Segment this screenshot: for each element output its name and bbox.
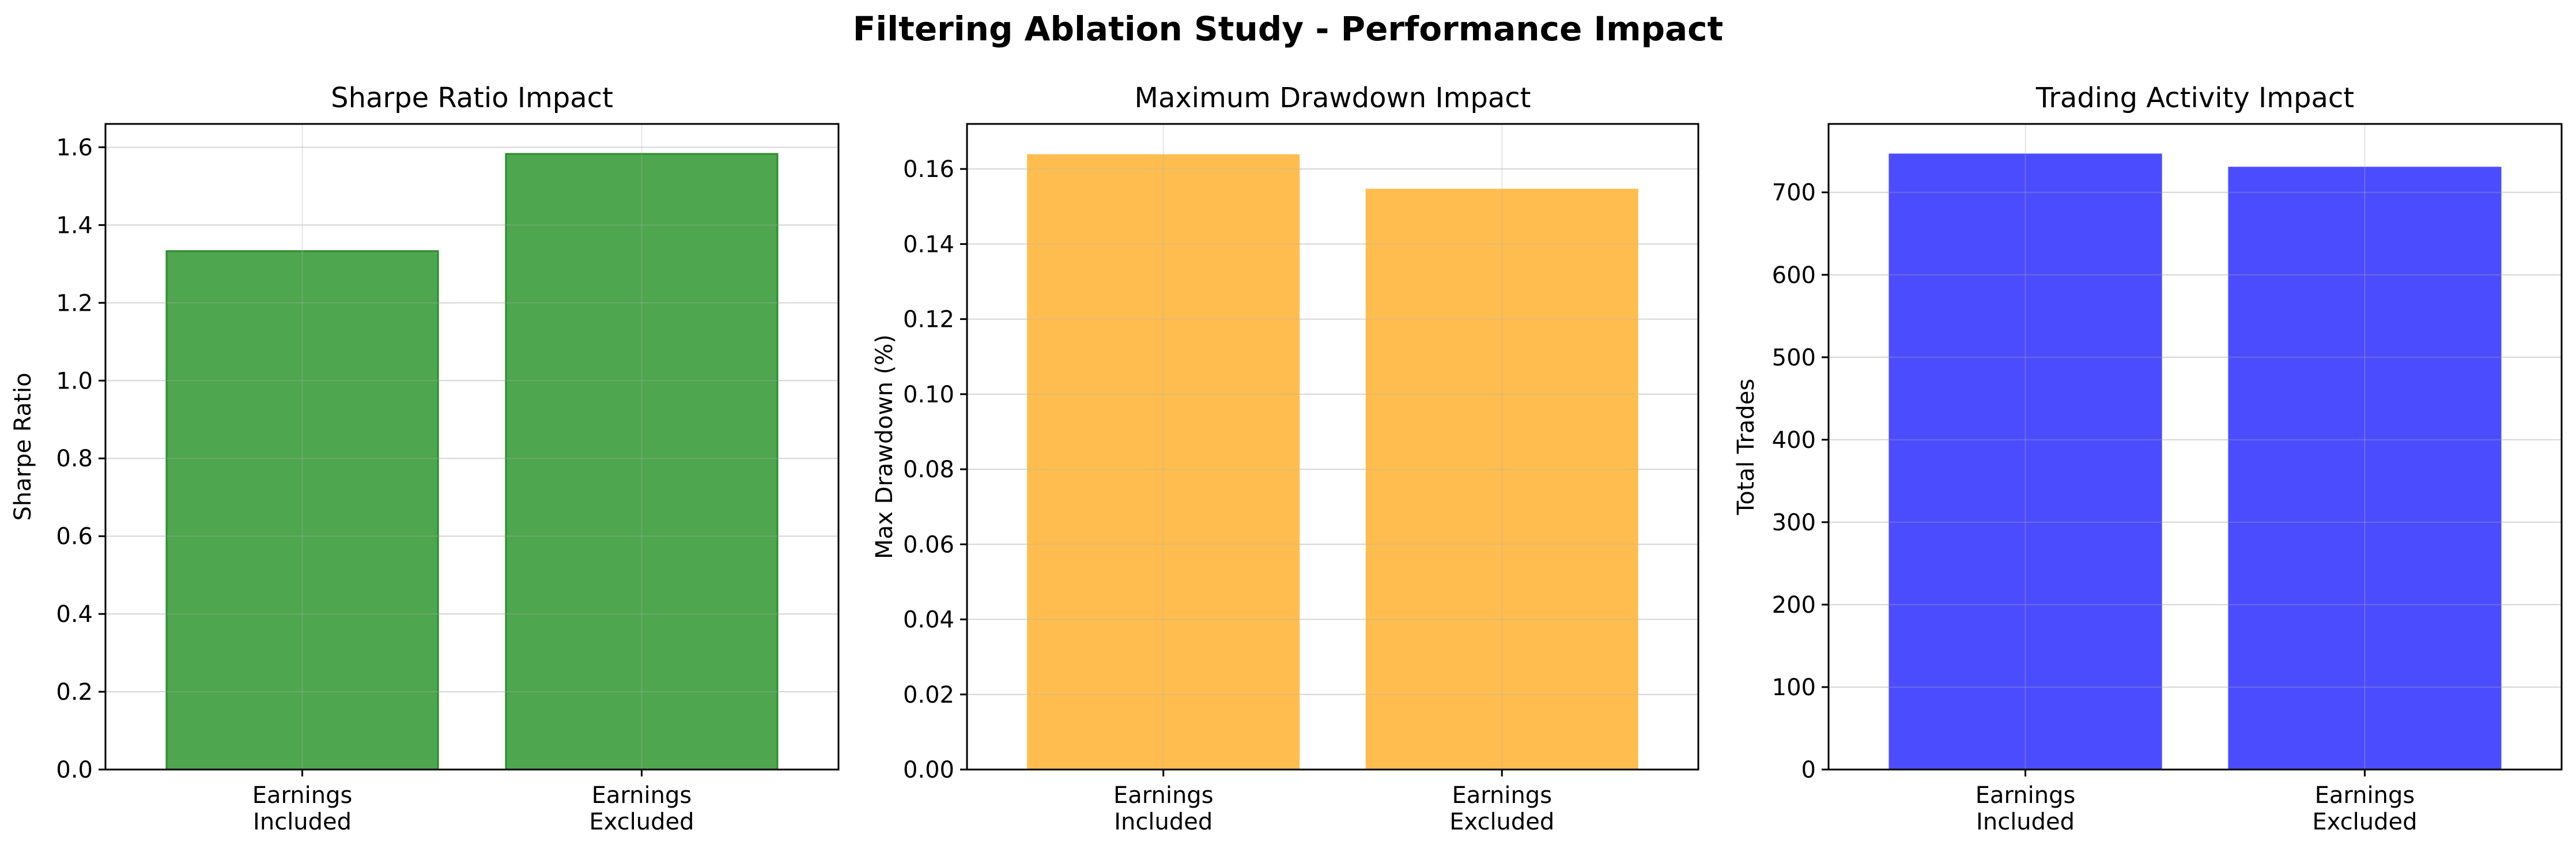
y-tick-label: 0 — [1801, 757, 1816, 783]
bar-2 — [1365, 188, 1638, 771]
axes-frame — [1827, 123, 2563, 771]
x-tick-label: Earnings Excluded — [2312, 782, 2417, 835]
axes-frame — [104, 123, 840, 771]
x-tick-label: Earnings Included — [1976, 782, 2076, 835]
x-tick-label: Earnings Included — [252, 782, 353, 835]
bar-1 — [1027, 154, 1300, 771]
y-tick-label: 400 — [1772, 427, 1816, 454]
x-tick-label: Earnings Excluded — [1449, 782, 1554, 835]
panel-title: Sharpe Ratio Impact — [331, 82, 613, 114]
bar-1 — [1888, 153, 2162, 771]
y-tick-label: 0.00 — [903, 757, 954, 783]
y-axis-label: Total Trades — [1733, 379, 1759, 515]
figure-title: Filtering Ablation Study - Performance I… — [853, 9, 1724, 48]
axes-frame — [966, 123, 1699, 771]
panel-title: Maximum Drawdown Impact — [1135, 82, 1531, 114]
panel-title: Trading Activity Impact — [2035, 82, 2354, 114]
y-tick-label: 1.0 — [56, 368, 93, 394]
y-tick-label: 0.6 — [56, 523, 93, 550]
bar-2 — [505, 153, 779, 771]
y-axis-label: Sharpe Ratio — [10, 372, 36, 521]
y-tick-label: 0.0 — [56, 757, 93, 783]
x-tick-label: Earnings Included — [1113, 782, 1214, 835]
y-tick-label: 0.10 — [903, 382, 954, 408]
x-tick-label: Earnings Excluded — [589, 782, 694, 835]
chart-panel-2: 0.00 0.02 0.04 0.06 0.08 0.10 0.12 0.14 0.16 Earn… — [871, 82, 1699, 835]
y-tick-label: 1.6 — [56, 134, 93, 161]
y-tick-label: 700 — [1772, 180, 1816, 206]
bar-1 — [165, 250, 439, 771]
y-tick-label: 0.14 — [903, 231, 954, 258]
y-axis-label: Max Drawdown (%) — [871, 334, 898, 559]
y-tick-label: 600 — [1772, 262, 1816, 289]
y-tick-label: 300 — [1772, 510, 1816, 536]
chart-panel-3: 0 100 200 300 400 500 600 700 Earnings Included Ea… — [1733, 82, 2563, 835]
bar-2 — [2228, 167, 2502, 771]
y-tick-label: 0.16 — [903, 156, 954, 183]
y-tick-label: 0.02 — [903, 682, 954, 708]
y-tick-label: 0.2 — [56, 679, 93, 706]
y-tick-label: 0.4 — [56, 601, 93, 628]
chart-panel-1: 0.0 0.2 0.4 0.6 0.8 1.0 1.2 1.4 1.6 Earnings Inclu… — [10, 82, 840, 835]
y-tick-label: 0.04 — [903, 607, 954, 633]
y-tick-label: 1.4 — [56, 212, 93, 239]
y-tick-label: 0.8 — [56, 446, 93, 472]
y-tick-label: 200 — [1772, 592, 1816, 619]
y-tick-label: 100 — [1772, 674, 1816, 701]
y-tick-label: 500 — [1772, 345, 1816, 371]
y-tick-label: 0.06 — [903, 531, 954, 558]
y-tick-label: 0.12 — [903, 307, 954, 333]
y-tick-label: 1.2 — [56, 290, 93, 316]
y-tick-label: 0.08 — [903, 457, 954, 483]
